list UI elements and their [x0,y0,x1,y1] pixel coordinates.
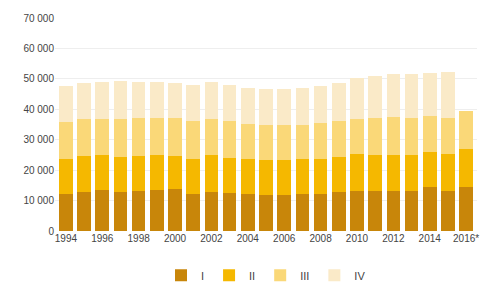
svg-text:30 000: 30 000 [23,134,54,145]
svg-text:2008: 2008 [309,233,332,244]
svg-text:2004: 2004 [237,233,260,244]
svg-text:1996: 1996 [91,233,114,244]
svg-text:2010: 2010 [346,233,369,244]
svg-text:10 000: 10 000 [23,195,54,206]
svg-text:1998: 1998 [128,233,151,244]
svg-text:IV: IV [354,270,365,282]
svg-text:2000: 2000 [164,233,187,244]
svg-text:20 000: 20 000 [23,165,54,176]
svg-text:I: I [201,270,204,282]
svg-text:1994: 1994 [55,233,78,244]
svg-text:2012: 2012 [382,233,405,244]
svg-text:50 000: 50 000 [23,73,54,84]
svg-text:2014: 2014 [419,233,442,244]
svg-text:60 000: 60 000 [23,43,54,54]
svg-text:2016*: 2016* [453,233,479,244]
svg-text:2002: 2002 [200,233,223,244]
svg-text:0: 0 [48,226,54,237]
svg-text:III: III [300,270,309,282]
svg-text:40 000: 40 000 [23,104,54,115]
svg-text:70 000: 70 000 [23,13,54,24]
svg-text:II: II [249,270,255,282]
svg-text:2006: 2006 [273,233,296,244]
